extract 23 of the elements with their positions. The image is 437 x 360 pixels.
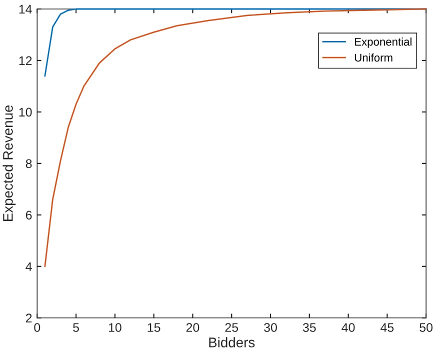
x-tick-label: 15: [148, 323, 160, 332]
y-tick-label: 2: [26, 314, 32, 322]
y-axis-title: Expected Revenue: [2, 105, 16, 221]
y-tick-label: 4: [26, 262, 32, 271]
x-tick-label: 30: [264, 323, 277, 332]
y-tick-label: 12: [19, 56, 32, 66]
x-tick-label: 35: [302, 323, 316, 332]
x-tick-label: 25: [225, 323, 238, 332]
x-tick-label: 20: [186, 323, 200, 332]
y-tick-label: 14: [19, 4, 32, 14]
x-tick-label: 50: [420, 323, 433, 332]
x-tick-label: 45: [380, 323, 394, 332]
x-tick-label: 10: [108, 323, 122, 332]
x-axis-title: Bidders: [209, 337, 255, 348]
y-tick-label: 10: [19, 108, 32, 117]
x-tick-label: 0: [34, 323, 40, 332]
x-tick-label: 40: [342, 323, 355, 332]
line-series: [44, 8, 427, 268]
y-tick-label: 6: [26, 210, 32, 220]
legend-label: Uniform: [354, 53, 392, 62]
y-tick-label: 8: [26, 159, 32, 168]
x-tick-label: 5: [73, 323, 79, 332]
legend-label: Exponential: [355, 38, 412, 48]
